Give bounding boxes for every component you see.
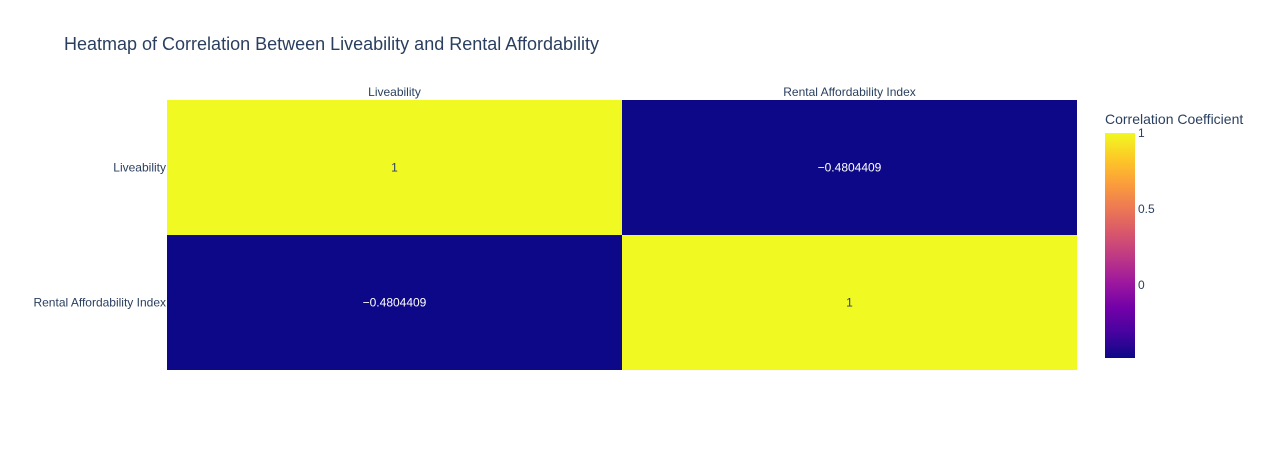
colorbar: Correlation Coefficient 1 0.5 0 xyxy=(1105,111,1243,358)
x-tick-label: Rental Affordability Index xyxy=(783,85,916,99)
x-tick-label: Liveability xyxy=(368,85,421,99)
heatmap-cell xyxy=(167,235,622,370)
colorbar-title: Correlation Coefficient xyxy=(1105,111,1243,127)
y-tick-label: Liveability xyxy=(113,161,166,175)
cell-value-label: 1 xyxy=(846,296,853,310)
colorbar-gradient xyxy=(1105,133,1135,358)
cell-value-label: −0.4804409 xyxy=(818,161,882,175)
x-axis: Liveability Rental Affordability Index xyxy=(368,85,916,99)
heatmap-cell xyxy=(167,100,622,235)
cell-value-label: 1 xyxy=(391,161,398,175)
colorbar-tick-label: 1 xyxy=(1138,126,1145,140)
y-axis: Liveability Rental Affordability Index xyxy=(33,161,166,310)
heatmap-cell xyxy=(622,235,1077,370)
cell-value-label: −0.4804409 xyxy=(363,296,427,310)
colorbar-tick-label: 0 xyxy=(1138,278,1145,292)
colorbar-tick-label: 0.5 xyxy=(1138,202,1155,216)
heatmap-cells: 1 −0.4804409 −0.4804409 1 xyxy=(167,100,1077,370)
chart-title: Heatmap of Correlation Between Liveabili… xyxy=(64,34,599,54)
y-tick-label: Rental Affordability Index xyxy=(33,296,166,310)
heatmap-cell xyxy=(622,100,1077,235)
